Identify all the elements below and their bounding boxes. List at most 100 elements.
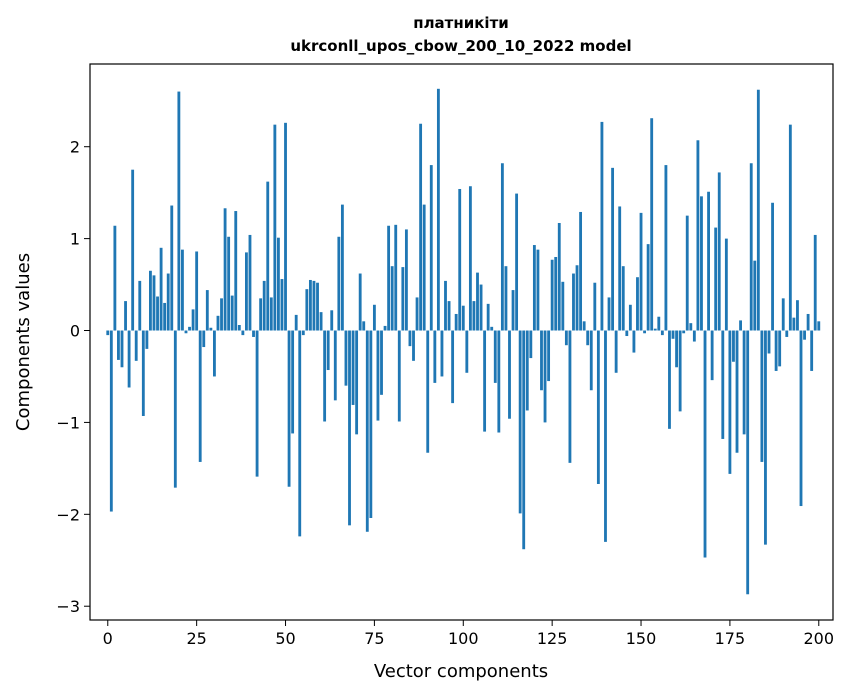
bar-62 [326, 330, 330, 371]
x-tick-label: 25 [186, 629, 206, 648]
bar-33 [223, 208, 227, 331]
bar-103 [472, 301, 476, 331]
bar-121 [536, 249, 540, 331]
bar-2 [113, 225, 117, 331]
bar-90 [426, 330, 430, 453]
bar-57 [308, 279, 312, 331]
bar-66 [340, 204, 344, 331]
bar-31 [216, 315, 220, 331]
bar-125 [550, 259, 554, 331]
bar-42 [255, 330, 259, 477]
bar-56 [305, 289, 309, 331]
bar-102 [468, 186, 472, 331]
bar-150 [639, 212, 643, 331]
bar-19 [173, 330, 177, 488]
bar-10 [141, 330, 145, 416]
x-axis-ticks: 0 25 50 75 100 125 150 175 200 [103, 620, 834, 648]
bar-158 [668, 330, 671, 429]
bar-146 [625, 330, 629, 337]
bar-77 [380, 330, 383, 395]
bar-12 [149, 270, 152, 331]
bar-163 [685, 215, 689, 331]
bar-185 [764, 330, 767, 545]
bar-72 [362, 321, 366, 331]
bar-156 [660, 330, 664, 336]
bar-137 [593, 282, 597, 331]
bar-131 [572, 273, 575, 331]
bar-63 [330, 310, 334, 331]
bar-48 [276, 237, 280, 331]
bar-171 [714, 227, 718, 331]
bar-112 [504, 266, 508, 331]
bar-129 [564, 330, 568, 346]
bar-35 [230, 295, 234, 331]
bar-58 [312, 280, 316, 331]
bar-64 [333, 330, 337, 401]
bar-180 [746, 330, 750, 595]
bar-195 [799, 330, 803, 507]
bar-60 [319, 312, 323, 331]
bar-13 [152, 275, 156, 331]
bar-104 [476, 272, 479, 331]
bar-0 [106, 330, 110, 336]
bar-38 [241, 330, 245, 336]
bar-122 [540, 330, 543, 391]
y-tick-label: 0 [70, 322, 80, 341]
bar-172 [717, 172, 721, 331]
bar-176 [732, 330, 735, 362]
bar-54 [298, 330, 302, 537]
bar-52 [291, 330, 295, 434]
bar-93 [436, 88, 440, 331]
bar-9 [138, 280, 142, 331]
bar-113 [508, 330, 511, 419]
bar-36 [234, 211, 238, 331]
bar-83 [401, 267, 405, 331]
bar-75 [372, 304, 376, 331]
bar-142 [611, 167, 615, 331]
bar-96 [447, 301, 451, 331]
bar-135 [586, 330, 590, 346]
bar-88 [419, 123, 423, 331]
bar-106 [483, 330, 487, 432]
bar-14 [156, 296, 159, 331]
bar-81 [394, 224, 398, 331]
bar-191 [785, 330, 789, 337]
bar-126 [554, 256, 558, 331]
bar-149 [636, 277, 639, 331]
bar-155 [657, 316, 661, 331]
bar-3 [117, 330, 120, 360]
bar-181 [749, 163, 753, 331]
bar-127 [557, 222, 561, 331]
bar-145 [621, 266, 625, 331]
bar-120 [532, 245, 536, 331]
bar-183 [756, 89, 760, 331]
bar-27 [202, 330, 206, 348]
bar-117 [522, 330, 526, 550]
bar-105 [479, 284, 483, 331]
bar-92 [433, 330, 437, 383]
chart-title-line-2: ukrconll_upos_cbow_200_10_2022 model [290, 37, 631, 55]
bar-193 [792, 317, 796, 331]
bar-18 [170, 205, 174, 331]
bar-23 [188, 326, 191, 331]
bar-166 [696, 140, 700, 331]
bar-136 [589, 330, 593, 391]
bar-188 [774, 330, 778, 371]
bar-91 [429, 165, 433, 331]
bar-71 [358, 273, 362, 331]
bar-148 [632, 330, 636, 353]
bar-182 [753, 260, 757, 331]
bar-151 [643, 330, 646, 334]
bar-73 [365, 330, 369, 532]
bar-169 [707, 191, 710, 331]
bar-39 [245, 252, 248, 331]
x-tick-label: 100 [448, 629, 479, 648]
bar-160 [675, 330, 678, 368]
bar-189 [778, 330, 782, 367]
x-tick-label: 75 [364, 629, 384, 648]
bar-153 [650, 118, 654, 331]
bar-177 [735, 330, 739, 453]
bar-30 [213, 330, 216, 377]
bar-7 [131, 169, 135, 331]
bar-110 [497, 330, 501, 433]
